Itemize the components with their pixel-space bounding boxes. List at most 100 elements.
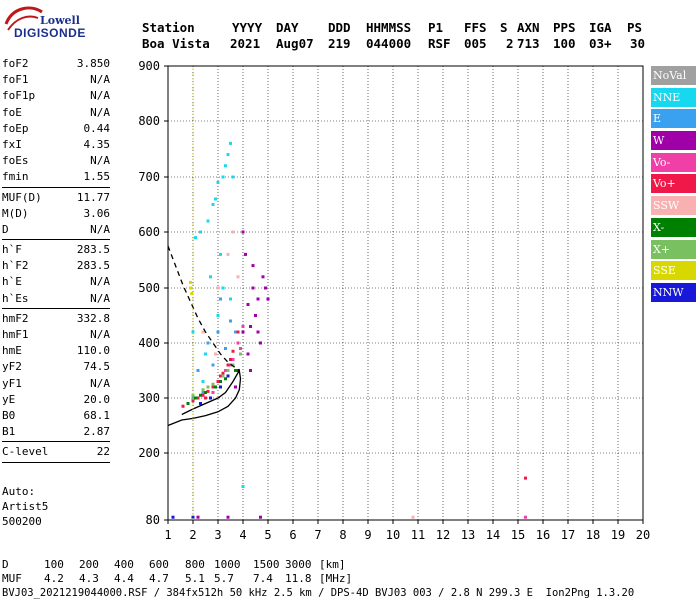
header-value-5: RSF	[428, 36, 451, 51]
point-x-	[219, 380, 222, 383]
header-value-8: 713	[517, 36, 540, 51]
bottom-cell: MUF	[2, 572, 22, 585]
point-ssw	[216, 286, 220, 290]
x-tick-label: 16	[536, 528, 550, 542]
point-nnw	[199, 402, 202, 405]
header-label-2: DAY	[276, 20, 299, 35]
param-row: B0 68.1	[2, 408, 110, 424]
point-vo+	[211, 385, 215, 389]
param-value: 20.0	[83, 392, 111, 406]
point-ssw	[411, 515, 415, 519]
param-name: h`F2	[2, 259, 29, 273]
param-value: 0.44	[83, 121, 111, 135]
param-name: C-level	[2, 445, 49, 459]
ionogram-chart: 1 2 3 4 5 6 7 8 9 10 11 12 13 14 15 16 17 18 19 20802003004…	[138, 59, 650, 542]
point-vo-	[239, 347, 242, 350]
legend-item-noval: NoVal	[651, 66, 696, 85]
point-nne	[199, 230, 202, 234]
x-tick-label: 9	[364, 528, 371, 542]
point-nnw	[226, 374, 230, 378]
param-row: hmE 110.0	[2, 343, 110, 359]
x-tick-label: 2	[189, 528, 196, 542]
param-divider	[2, 186, 110, 188]
header-label-4: HHMMSS	[366, 20, 412, 35]
digisonde-logo: Lowell DIGISONDE	[2, 4, 85, 44]
param-name: foF1	[2, 73, 29, 87]
point-vo+	[201, 393, 205, 397]
point-w	[261, 275, 265, 279]
legend-item-x-: X-	[651, 217, 696, 237]
param-value: 22	[96, 445, 110, 459]
header-value-7: 2	[506, 36, 514, 51]
param-divider	[2, 461, 110, 463]
header-label-10: IGA	[589, 20, 612, 35]
point-nne	[231, 175, 235, 179]
param-name: foF1p	[2, 89, 36, 103]
param-value: N/A	[90, 328, 110, 341]
point-w	[259, 341, 262, 345]
point-ssw	[214, 352, 217, 356]
point-ssw	[226, 252, 230, 256]
point-e	[196, 369, 200, 372]
point-w	[196, 515, 200, 519]
header-value-0: Boa Vista	[142, 36, 210, 51]
point-nne	[201, 380, 205, 383]
point-sse	[190, 292, 194, 295]
param-row: foE N/A	[2, 105, 110, 121]
point-vo+	[231, 349, 235, 353]
point-x+	[206, 385, 210, 389]
param-row: C-level 22	[2, 444, 110, 460]
legend-item-nne: NNE	[651, 87, 696, 107]
point-w	[246, 303, 250, 306]
point-nne	[229, 297, 232, 301]
point-nne	[191, 330, 195, 334]
param-value: 332.8	[76, 311, 110, 325]
legend-item-x+: X+	[651, 239, 696, 259]
x-tick-label: 1	[164, 528, 171, 542]
chart-axes: 1 2 3 4 5 6 7 8 9 10 11 12 13 14 15 16 17 18 19 20802003004…	[138, 59, 650, 542]
param-value: N/A	[90, 73, 110, 87]
legend-item-ssw: SSW	[651, 196, 696, 216]
y-tick-label: 80	[146, 513, 160, 527]
point-w	[256, 297, 260, 301]
point-x+	[239, 352, 242, 356]
x-tick-label: 12	[436, 528, 450, 542]
param-name: h`F	[2, 243, 22, 257]
point-nne	[211, 203, 215, 206]
header-label-3: DDD	[328, 20, 351, 35]
y-tick-label: 700	[138, 170, 160, 184]
point-ssw	[231, 230, 235, 234]
y-tick-label: 300	[138, 391, 160, 405]
point-x-	[186, 402, 190, 405]
param-row: foEp 0.44	[2, 121, 110, 137]
param-row: foF1 N/A	[2, 72, 110, 88]
point-w	[249, 369, 252, 372]
param-name: B1	[2, 425, 16, 439]
point-nne	[216, 181, 220, 184]
point-nne	[219, 252, 222, 256]
point-nnw	[171, 515, 175, 519]
x-tick-label: 14	[486, 528, 500, 542]
x-tick-label: 10	[386, 528, 400, 542]
param-name: D	[2, 222, 9, 236]
point-x+	[191, 393, 195, 397]
header-value-4: 044000	[366, 36, 412, 51]
logo-line2: DIGISONDE	[14, 26, 86, 40]
param-row: foF2 3.850	[2, 56, 110, 72]
point-w	[266, 297, 270, 301]
header-value-3: 219	[328, 36, 351, 51]
bottom-cell: [MHz]	[319, 572, 353, 585]
artist-version-label: Artist5	[2, 500, 49, 513]
legend-item-sse: SSE	[651, 261, 696, 281]
point-x+	[211, 382, 215, 386]
param-value: N/A	[90, 222, 110, 236]
header-label-8: AXN	[517, 20, 540, 35]
param-row: h`F 283.5	[2, 242, 110, 258]
y-tick-label: 400	[138, 336, 160, 350]
point-vo+	[229, 358, 232, 361]
point-vo-	[224, 369, 227, 372]
x-tick-label: 11	[411, 528, 425, 542]
bottom-cell: 5.1	[185, 572, 205, 585]
point-x+	[201, 388, 205, 392]
x-tick-label: 4	[239, 528, 246, 542]
